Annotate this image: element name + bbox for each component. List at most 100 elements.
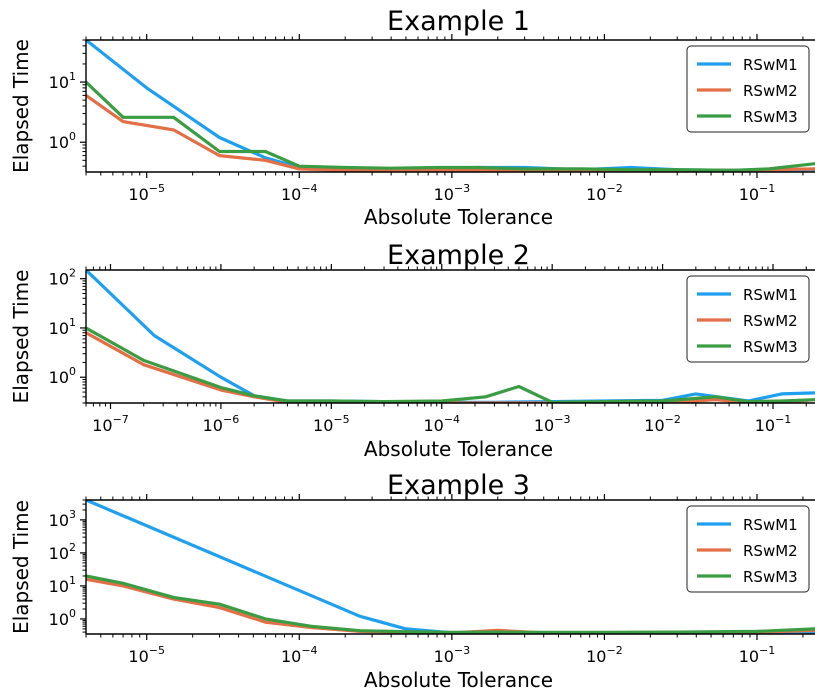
y-tick-mantissa: 10 [49,610,69,629]
x-tick-label: 10−1 [755,413,792,435]
legend: RSwM1 RSwM2 RSwM3 [686,275,810,363]
legend-label: RSwM1 [743,516,798,534]
y-tick-exponent: 2 [69,267,76,280]
x-tick-label: 10−1 [739,182,776,204]
x-tick-exponent: −7 [113,413,129,426]
x-tick-exponent: −1 [759,182,775,195]
x-tick-exponent: −4 [301,182,317,195]
legend-label: RSwM3 [743,108,798,126]
x-tick-exponent: −2 [606,182,622,195]
x-tick-label: 10−2 [586,644,623,666]
legend-label: RSwM1 [743,56,798,74]
y-axis-label: Elapsed Time [9,270,33,404]
series-line-rswm2 [86,331,815,403]
y-tick-exponent: 1 [69,574,76,587]
series-group [86,40,815,172]
y-tick-label: 102 [49,541,76,563]
x-tick-exponent: −1 [759,644,775,657]
x-tick-exponent: −6 [223,413,239,426]
x-axis-label: Absolute Tolerance [364,437,553,461]
y-tick-label: 101 [49,574,76,596]
x-tick-mantissa: 10 [755,416,775,435]
x-tick-label: 10−3 [434,182,471,204]
x-tick-exponent: −1 [775,413,791,426]
legend-label: RSwM1 [743,286,798,304]
x-tick-mantissa: 10 [92,416,112,435]
x-tick-exponent: −4 [444,413,460,426]
x-tick-label: 10−2 [644,413,681,435]
y-tick-label: 100 [49,365,76,387]
x-tick-mantissa: 10 [586,185,606,204]
x-tick-mantissa: 10 [128,185,148,204]
x-tick-label: 10−5 [128,182,165,204]
chart-title: Example 2 [387,240,530,271]
x-tick-exponent: −3 [454,644,470,657]
x-tick-label: 10−4 [281,182,318,204]
y-tick-mantissa: 10 [49,319,69,338]
x-tick-mantissa: 10 [739,647,759,666]
y-tick-exponent: 1 [69,316,76,329]
y-tick-mantissa: 10 [49,133,69,152]
legend-label: RSwM2 [743,542,798,560]
legend: RSwM1 RSwM2 RSwM3 [686,505,810,593]
x-tick-mantissa: 10 [313,416,333,435]
y-axis-label: Elapsed Time [9,39,33,173]
x-tick-mantissa: 10 [534,416,554,435]
y-tick-label: 101 [49,70,76,92]
series-line-rswm3 [86,326,815,403]
x-tick-mantissa: 10 [434,647,454,666]
legend-label: RSwM3 [743,338,798,356]
y-tick-exponent: 0 [69,130,76,143]
x-tick-label: 10−5 [313,413,350,435]
legend-label: RSwM2 [743,312,798,330]
x-tick-label: 10−1 [739,644,776,666]
y-tick-exponent: 3 [69,508,76,521]
y-tick-label: 100 [49,607,76,629]
x-tick-mantissa: 10 [434,185,454,204]
y-tick-exponent: 2 [69,541,76,554]
y-tick-mantissa: 10 [49,368,69,387]
legend-box [686,505,810,593]
x-tick-exponent: −5 [149,644,165,657]
x-tick-exponent: −5 [149,182,165,195]
legend-label: RSwM3 [743,568,798,586]
legend-label: RSwM2 [743,82,798,100]
series-group [86,500,815,634]
x-tick-label: 10−3 [434,644,471,666]
x-tick-exponent: −3 [554,413,570,426]
y-tick-label: 103 [49,508,76,530]
legend-box [686,275,810,363]
y-tick-label: 101 [49,316,76,338]
y-tick-exponent: 0 [69,607,76,620]
y-tick-label: 102 [49,267,76,289]
x-tick-label: 10−2 [586,182,623,204]
x-tick-mantissa: 10 [128,647,148,666]
x-tick-label: 10−3 [534,413,571,435]
legend-box [686,45,810,133]
chart-title: Example 1 [387,6,530,37]
subplot-3: Example 310−5 10−4 10−3 10−2 10−110010110210… [9,470,815,692]
x-tick-exponent: −3 [454,182,470,195]
x-axis-label: Absolute Tolerance [364,205,553,229]
legend: RSwM1 RSwM2 RSwM3 [686,45,810,133]
x-tick-exponent: −5 [333,413,349,426]
y-axis-label: Elapsed Time [9,500,33,634]
y-tick-label: 100 [49,130,76,152]
y-tick-mantissa: 10 [49,577,69,596]
series-line-rswm3 [86,80,815,172]
x-tick-label: 10−5 [128,644,165,666]
subplot-1: Example 110−5 10−4 10−3 10−2 10−1100101Absol… [9,6,815,229]
y-tick-mantissa: 10 [49,544,69,563]
y-tick-mantissa: 10 [49,511,69,530]
x-tick-label: 10−4 [423,413,460,435]
x-tick-mantissa: 10 [281,185,301,204]
x-tick-label: 10−4 [281,644,318,666]
y-tick-exponent: 1 [69,70,76,83]
x-tick-mantissa: 10 [203,416,223,435]
x-tick-mantissa: 10 [739,185,759,204]
x-tick-mantissa: 10 [423,416,443,435]
y-tick-exponent: 0 [69,365,76,378]
chart-title: Example 3 [387,470,530,501]
x-tick-exponent: −2 [665,413,681,426]
